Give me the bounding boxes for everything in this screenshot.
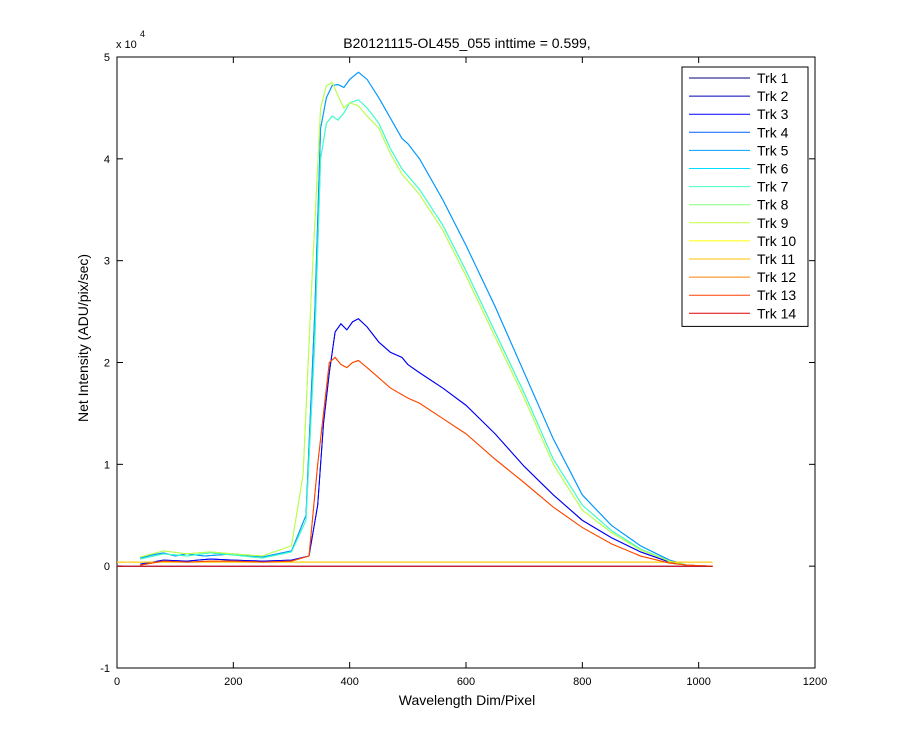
- x-tick-label: 600: [457, 676, 475, 688]
- legend-entry: Trk 7: [757, 179, 789, 195]
- y-tick-label: 2: [104, 358, 110, 370]
- series-line: [140, 99, 713, 567]
- legend: Trk 1 Trk 2 Trk 3 Trk 4 Trk 5 Trk 6 Trk 7 Trk 8…: [681, 66, 809, 327]
- legend-entry: Trk 2: [757, 88, 789, 104]
- y-tick-label: 1: [104, 459, 110, 471]
- y-tick-label: 0: [104, 561, 110, 573]
- y-exponent-power: 4: [140, 29, 145, 39]
- legend-entry: Trk 1: [757, 70, 789, 86]
- legend-entry: Trk 9: [757, 215, 789, 231]
- legend-entry: Trk 13: [757, 287, 796, 303]
- x-axis-label: Wavelength Dim/Pixel: [399, 692, 535, 708]
- y-exponent-base: x 10: [116, 39, 137, 51]
- x-axis-ticks: 0 200 400 600 800 1000 1200: [114, 57, 827, 688]
- legend-entry: Trk 5: [757, 142, 789, 158]
- legend-entry: Trk 12: [757, 269, 796, 285]
- chart-title: B20121115-OL455_055 inttime = 0.599,: [343, 35, 590, 51]
- y-axis-ticks: -1 0 1 2 3 4 5: [100, 52, 815, 675]
- legend-entry: Trk 11: [757, 251, 795, 267]
- series-line: [140, 81, 713, 567]
- x-tick-label: 1000: [686, 676, 710, 688]
- y-axis-label: Net Intensity (ADU/pix/sec): [75, 254, 91, 422]
- legend-entry: Trk 4: [757, 124, 789, 140]
- series-line: [140, 356, 713, 567]
- y-tick-label: 4: [104, 154, 110, 166]
- x-tick-label: 0: [114, 676, 120, 688]
- legend-entry: Trk 6: [757, 161, 789, 177]
- x-tick-label: 400: [340, 676, 358, 688]
- y-tick-label: 5: [104, 52, 110, 64]
- legend-box: [681, 66, 809, 327]
- x-tick-label: 200: [224, 676, 242, 688]
- x-tick-label: 800: [573, 676, 591, 688]
- y-tick-label: -1: [100, 663, 110, 675]
- series-line: [140, 318, 713, 567]
- legend-entry: Trk 3: [757, 106, 789, 122]
- x-tick-label: 1200: [803, 676, 827, 688]
- legend-entry: Trk 10: [757, 233, 796, 249]
- legend-entry: Trk 14: [757, 305, 796, 321]
- legend-entry: Trk 8: [757, 197, 789, 213]
- y-tick-label: 3: [104, 256, 110, 268]
- data-lines: [117, 71, 713, 567]
